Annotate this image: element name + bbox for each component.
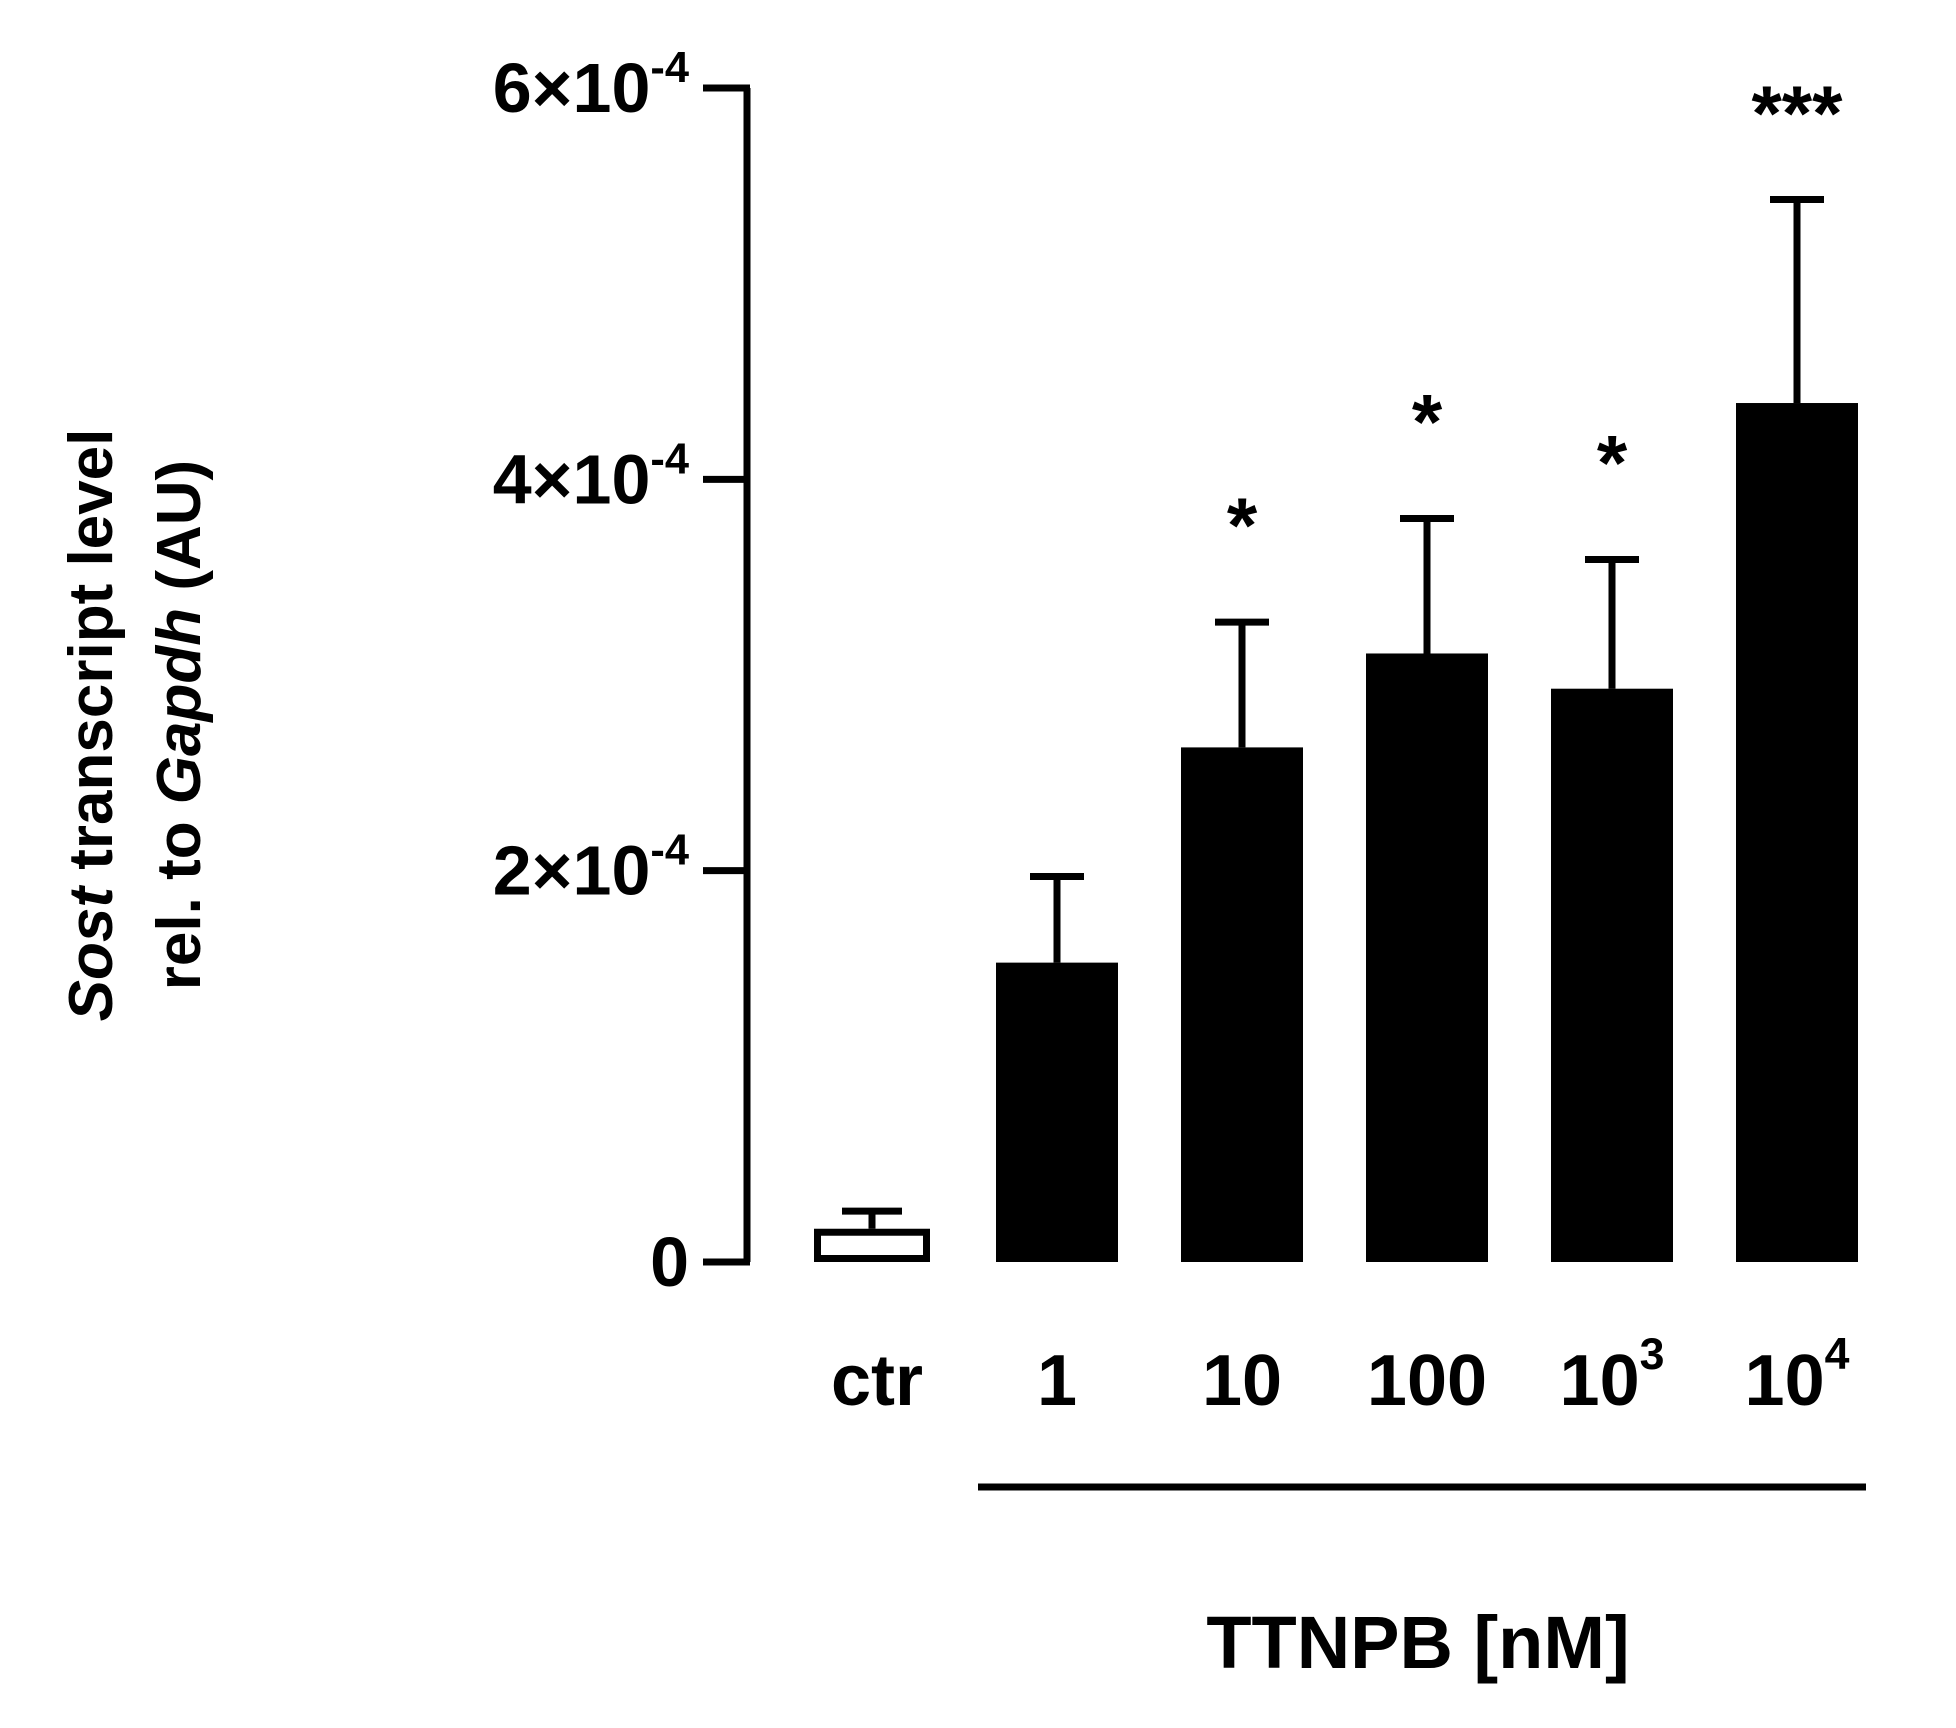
bar-2 — [1181, 747, 1303, 1262]
x-category-label-2: 10 — [1202, 1341, 1282, 1421]
x-category-label-4: 103 — [1560, 1330, 1665, 1421]
x-axis-category-labels: ctr 1 10 100 103 104 — [831, 1330, 1850, 1421]
x-category-label-3: 100 — [1367, 1341, 1487, 1421]
y-tick-label-3: 6×10-4 — [493, 44, 689, 127]
bar-4 — [1551, 688, 1673, 1262]
bar-0 — [814, 1228, 930, 1263]
bar-3 — [1366, 653, 1488, 1262]
bar-1 — [996, 962, 1118, 1262]
x-category-label-5: 104 — [1745, 1330, 1850, 1421]
y-tick-label-1: 2×10-4 — [493, 827, 689, 910]
significance-3: * — [1412, 377, 1443, 465]
y-axis-title: Sost transcript level rel. to Gapdh (AU) — [57, 429, 214, 1022]
y-axis-title-line1: Sost transcript level — [57, 429, 126, 1022]
y-tick-label-0: 0 — [650, 1223, 689, 1301]
x-category-label-0: ctr — [831, 1341, 923, 1421]
y-axis: 0 2×10-4 4×10-4 6×10-4 — [493, 44, 751, 1301]
y-axis-title-line2: rel. to Gapdh (AU) — [145, 460, 214, 990]
x-category-label-1: 1 — [1037, 1341, 1077, 1421]
bar-5 — [1736, 403, 1858, 1263]
bars-group: ** **** — [814, 69, 1858, 1263]
y-tick-label-2: 4×10-4 — [493, 435, 689, 518]
significance-2: * — [1227, 481, 1258, 569]
significance-4: * — [1597, 419, 1628, 507]
x-axis-title: TTNPB [nM] — [1206, 1601, 1629, 1684]
significance-5: *** — [1751, 69, 1843, 157]
